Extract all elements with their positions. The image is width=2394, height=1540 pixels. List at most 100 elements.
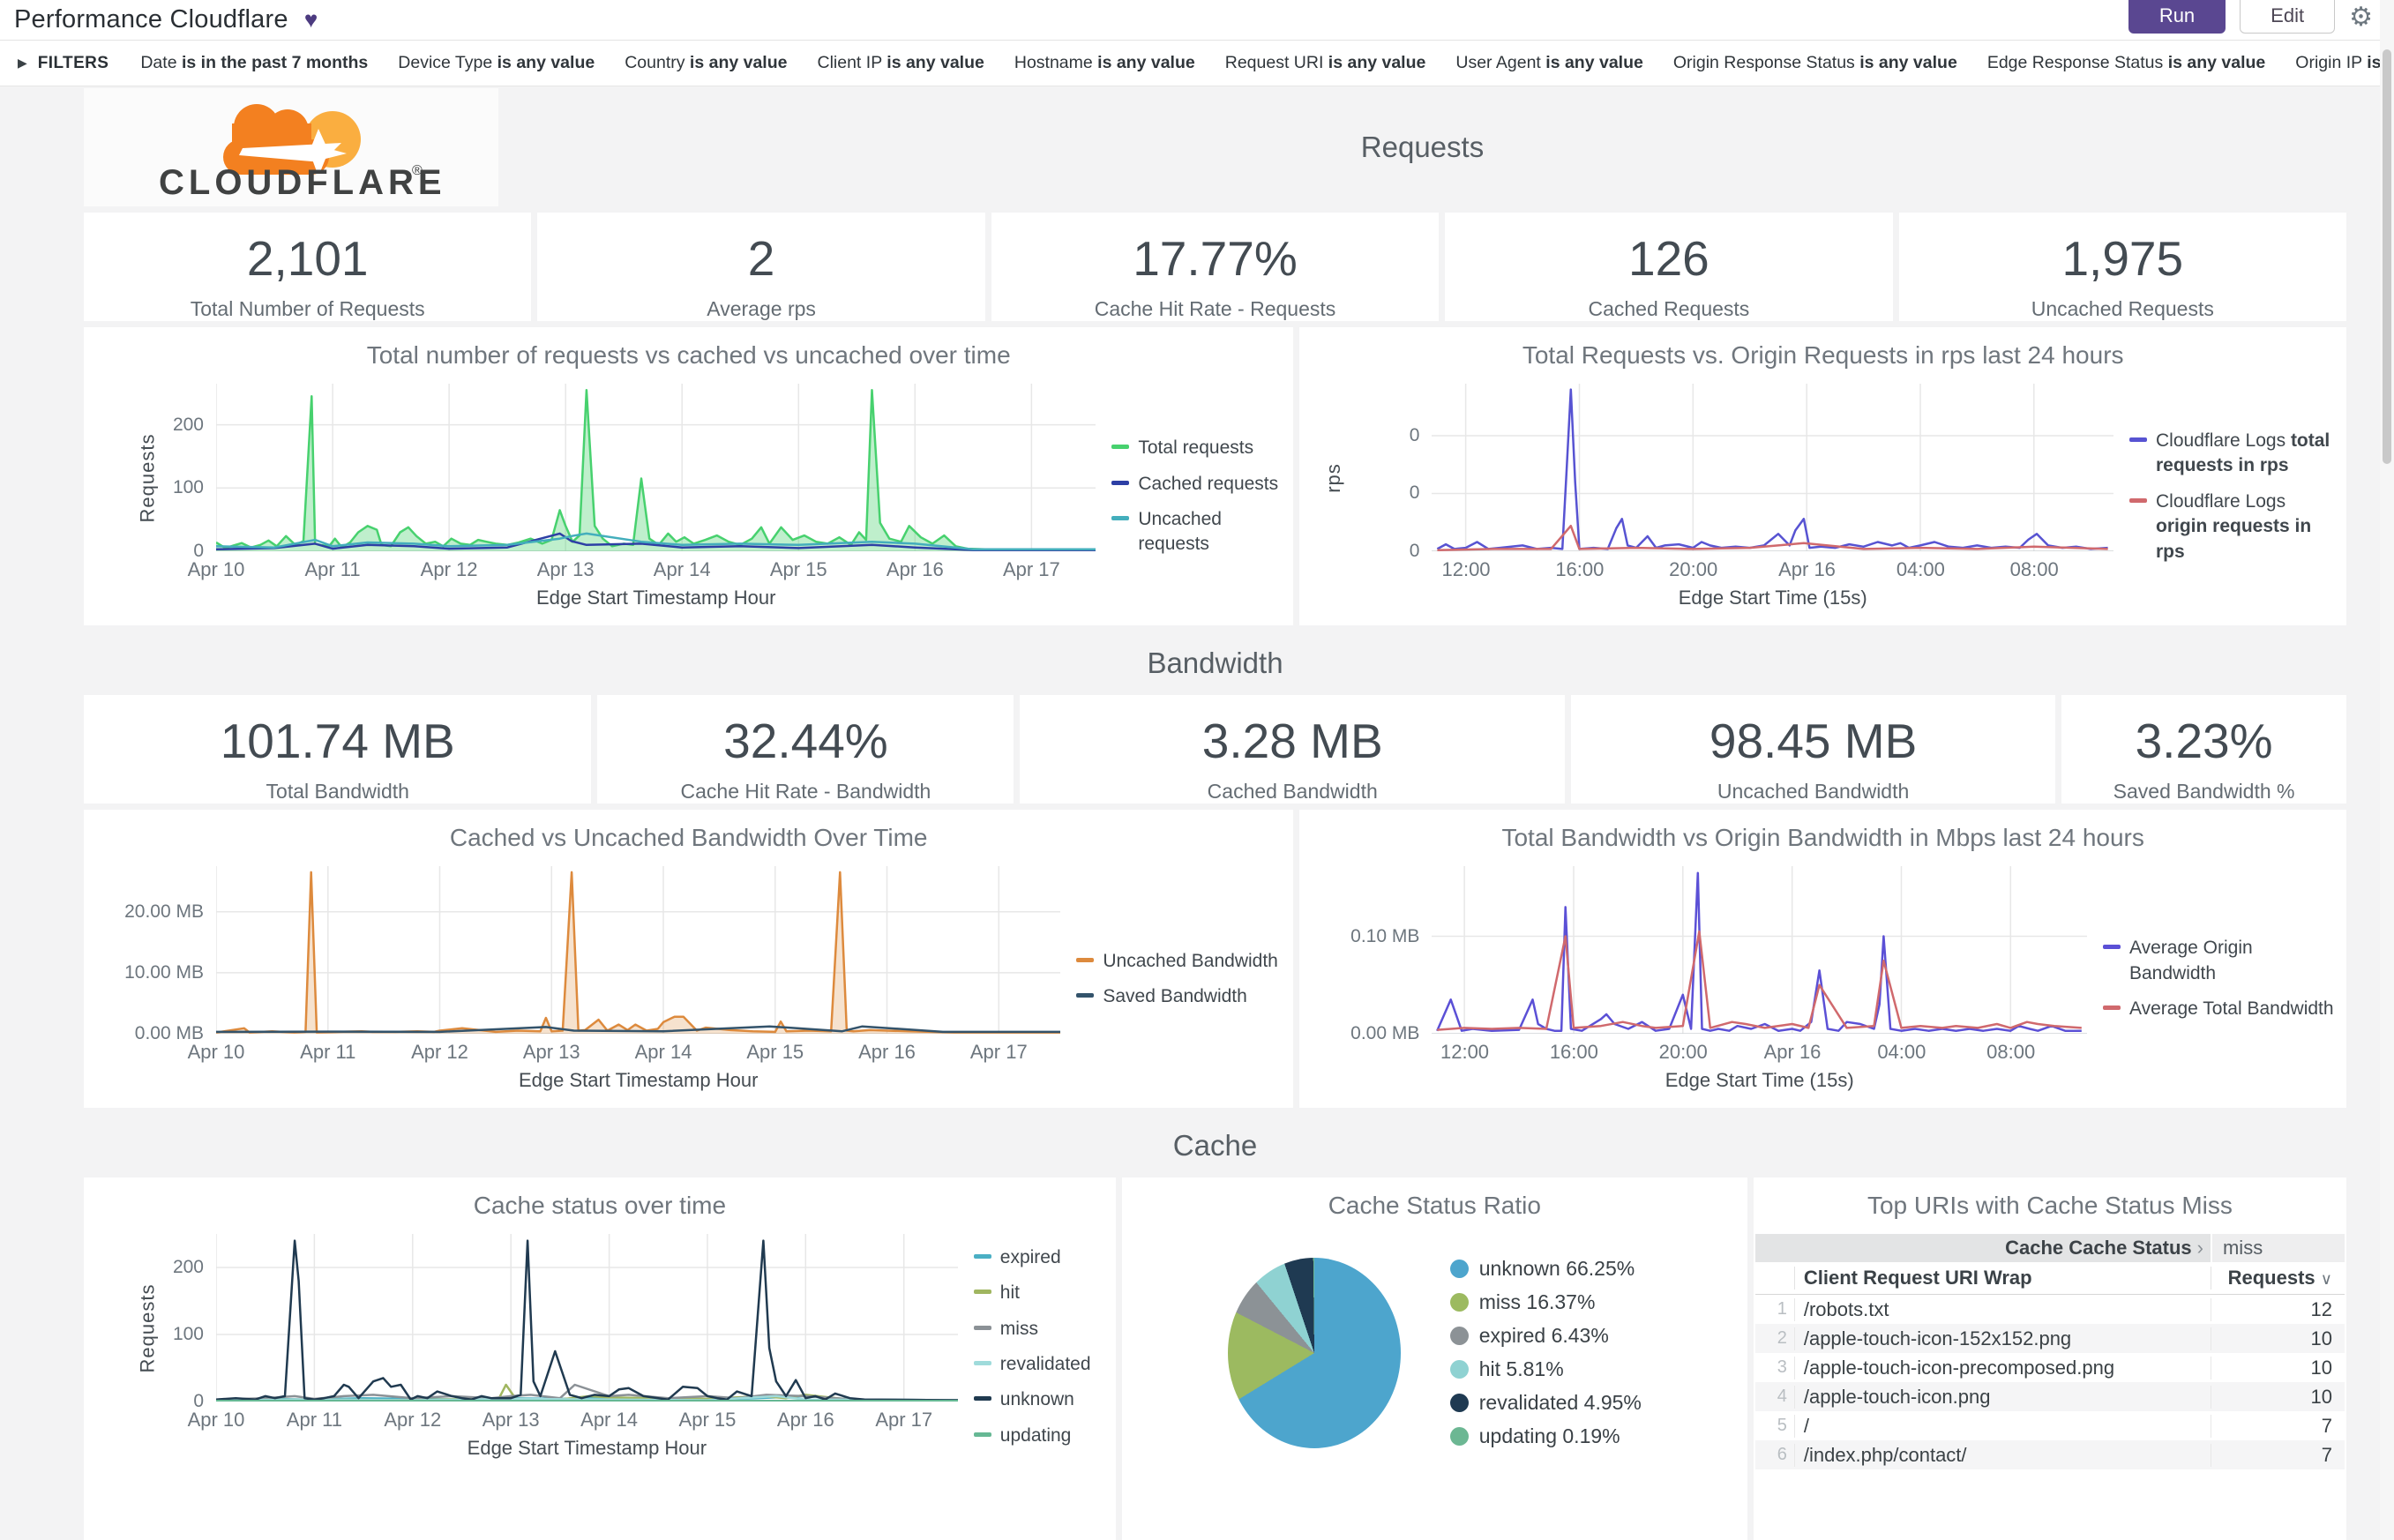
chart-legend: Cloudflare Logs total requests in rps Clo… (2113, 384, 2334, 609)
pie-legend-item[interactable]: hit 5.81% (1449, 1357, 1642, 1381)
kpi-value: 2 (747, 231, 775, 286)
legend-item[interactable]: miss (973, 1317, 1103, 1342)
filters-label[interactable]: FILTERS (37, 53, 109, 72)
filter-item[interactable]: Origin Response Status is any value (1672, 53, 1957, 72)
row-uri[interactable]: / (1793, 1414, 2211, 1438)
legend-item[interactable]: Cloudflare Logs total requests in rps (2129, 429, 2334, 479)
kpi-value: 3.28 MB (1201, 714, 1383, 768)
x-tick-label: Apr 11 (304, 558, 361, 580)
legend-item[interactable]: Uncached requests (1111, 507, 1281, 557)
edit-button[interactable]: Edit (2240, 0, 2336, 34)
legend-item[interactable]: Average Origin Bandwidth (2103, 936, 2334, 986)
legend-item[interactable]: Cached requests (1111, 472, 1281, 497)
legend-item[interactable]: expired (973, 1245, 1103, 1270)
kpi-tile[interactable]: 1,975 Uncached Requests (1898, 213, 2346, 321)
filter-item[interactable]: Request URI is any value (1224, 53, 1426, 72)
y-tick-label: 200 (172, 1257, 204, 1277)
legend-item[interactable]: revalidated (973, 1352, 1103, 1377)
sort-desc-icon: ∨ (2320, 1270, 2332, 1288)
pivot-field-label[interactable]: Cache Cache Status › (2005, 1237, 2203, 1259)
table-top-uris[interactable]: Top URIs with Cache Status Miss Cache Ca… (1753, 1177, 2346, 1540)
pie-legend-swatch (1449, 1327, 1469, 1345)
chart-legend: Uncached Bandwidth Saved Bandwidth (1060, 866, 1281, 1092)
chart-requests-over-time[interactable]: Total number of requests vs cached vs un… (84, 327, 1294, 625)
pie-legend-label: unknown 66.25% (1478, 1257, 1635, 1280)
gear-icon[interactable]: ⚙ (2349, 2, 2373, 32)
legend-item[interactable]: hit (973, 1281, 1103, 1305)
legend-label: Average Total Bandwidth (2129, 998, 2334, 1020)
row-uri[interactable]: /apple-touch-icon-precomposed.png (1793, 1356, 2211, 1379)
filters-expand-icon[interactable]: ▶ (18, 56, 27, 70)
pie-legend-item[interactable]: revalidated 4.95% (1449, 1391, 1642, 1415)
chart-bandwidth-last-24h[interactable]: Total Bandwidth vs Origin Bandwidth in M… (1299, 810, 2346, 1108)
pie-legend-item[interactable]: updating 0.19% (1449, 1424, 1642, 1448)
row-uri[interactable]: /index.php/contact/ (1793, 1443, 2211, 1467)
row-uri[interactable]: /apple-touch-icon-152x152.png (1793, 1327, 2211, 1350)
run-button[interactable]: Run (2128, 0, 2226, 34)
table-row[interactable]: 1/robots.txt 12 (1754, 1295, 2345, 1324)
row-requests: 10 (2210, 1327, 2345, 1350)
legend-item[interactable]: unknown (973, 1387, 1103, 1412)
row-requests: 10 (2210, 1356, 2345, 1379)
kpi-tile[interactable]: 126 Cached Requests (1445, 213, 1893, 321)
row-index: 5 (1777, 1416, 1787, 1435)
table-header-uri[interactable]: Client Request URI Wrap (1793, 1267, 2211, 1290)
filter-item[interactable]: Hostname is any value (1014, 53, 1195, 72)
table-row[interactable]: 5 /7 (1754, 1411, 2345, 1440)
kpi-tile[interactable]: 2 Average rps (537, 213, 985, 321)
kpi-tile[interactable]: 3.23% Saved Bandwidth % (2061, 695, 2346, 804)
chart-legend: Average Origin Bandwidth Average Total Ba… (2087, 866, 2334, 1092)
legend-item[interactable]: Uncached Bandwidth (1076, 949, 1281, 974)
table-row[interactable]: 3/apple-touch-icon-precomposed.png 10 (1754, 1353, 2345, 1382)
legend-item[interactable]: updating (973, 1424, 1103, 1448)
filter-item[interactable]: Client IP is any value (817, 53, 984, 72)
kpi-tile[interactable]: 98.45 MB Uncached Bandwidth (1571, 695, 2056, 804)
scrollbar-thumb[interactable] (2383, 49, 2391, 464)
pie-legend: unknown 66.25% miss 16.37% expired 6.43% hi… (1449, 1257, 1642, 1448)
kpi-tile[interactable]: 32.44% Cache Hit Rate - Bandwidth (597, 695, 1014, 804)
pie-legend-label: hit 5.81% (1478, 1357, 1564, 1380)
kpi-tile[interactable]: 17.77% Cache Hit Rate - Requests (991, 213, 1440, 321)
filter-item[interactable]: Edge Response Status is any value (1986, 53, 2266, 72)
table-header-requests[interactable]: Requests ∨ (2210, 1267, 2345, 1290)
filter-item[interactable]: User Agent is any value (1455, 53, 1643, 72)
row-index: 1 (1777, 1299, 1787, 1319)
row-uri[interactable]: /robots.txt (1793, 1297, 2211, 1321)
table-title: Top URIs with Cache Status Miss (1867, 1192, 2233, 1219)
y-axis-label: Requests (136, 1283, 159, 1373)
chart-title: Total Requests vs. Origin Requests in rp… (1522, 341, 2124, 369)
cache-row: Cache status over time 0 100 200 Requests Apr… (84, 1177, 2346, 1540)
legend-swatch (1111, 480, 1130, 485)
legend-item[interactable]: Cloudflare Logs origin requests in rps (2129, 490, 2334, 564)
kpi-tile[interactable]: 101.74 MB Total Bandwidth (84, 695, 592, 804)
kpi-row-requests: 2,101 Total Number of Requests 2 Average rp… (84, 213, 2346, 321)
legend-swatch (973, 1325, 991, 1330)
page-scrollbar[interactable] (2380, 0, 2394, 1540)
chart-bandwidth-over-time[interactable]: Cached vs Uncached Bandwidth Over Time 0.… (84, 810, 1294, 1108)
pie-cache-status-ratio[interactable]: Cache Status Ratio unknown 66.25% miss 16… (1121, 1177, 1747, 1540)
pie-chart[interactable] (1227, 1257, 1401, 1448)
legend-item[interactable]: Average Total Bandwidth (2103, 997, 2334, 1021)
table-row[interactable]: 2/apple-touch-icon-152x152.png 10 (1754, 1324, 2345, 1353)
chart-cache-status-over-time[interactable]: Cache status over time 0 100 200 Requests Apr… (84, 1177, 1116, 1540)
kpi-tile[interactable]: 3.28 MB Cached Bandwidth (1020, 695, 1566, 804)
kpi-tile[interactable]: 2,101 Total Number of Requests (84, 213, 532, 321)
filter-item[interactable]: Country is any value (625, 53, 788, 72)
x-tick-label: 20:00 (1669, 558, 1718, 580)
kpi-label: Cached Bandwidth (1207, 780, 1378, 803)
table-row[interactable]: 6/index.php/contact/7 (1754, 1440, 2345, 1469)
table-row[interactable]: 4/apple-touch-icon.png 10 (1754, 1382, 2345, 1411)
legend-item[interactable]: Total requests (1111, 436, 1281, 460)
filter-item[interactable]: Device Type is any value (398, 53, 595, 72)
row-uri[interactable]: /apple-touch-icon.png (1793, 1385, 2211, 1409)
pie-legend-item[interactable]: expired 6.43% (1449, 1324, 1642, 1348)
y-tick-label: 10.00 MB (124, 961, 204, 983)
filter-item[interactable]: Date is in the past 7 months (140, 53, 369, 72)
chart-rps-last-24h[interactable]: Total Requests vs. Origin Requests in rp… (1299, 327, 2346, 625)
pie-legend-item[interactable]: miss 16.37% (1449, 1290, 1642, 1314)
x-tick-label: Apr 16 (776, 1409, 834, 1431)
legend-item[interactable]: Saved Bandwidth (1076, 984, 1281, 1009)
x-tick-label: 12:00 (1440, 1041, 1490, 1063)
y-tick-label: 100 (172, 477, 204, 498)
pie-legend-item[interactable]: unknown 66.25% (1449, 1257, 1642, 1281)
